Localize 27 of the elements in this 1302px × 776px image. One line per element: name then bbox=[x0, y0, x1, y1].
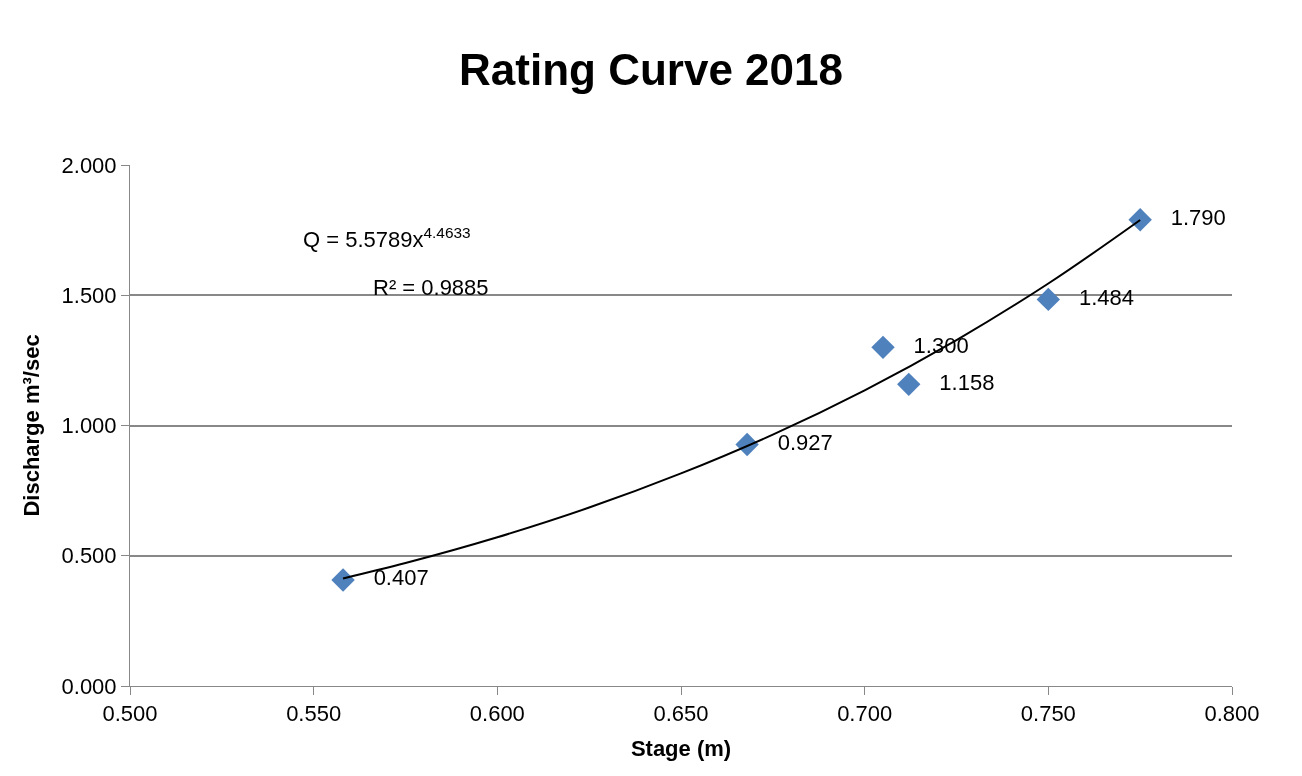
x-tick-label: 0.550 bbox=[286, 701, 342, 727]
annotation: R² = 0.9885 bbox=[373, 275, 489, 300]
data-label: 1.790 bbox=[1152, 205, 1226, 231]
x-tick-label: 0.600 bbox=[469, 701, 525, 727]
data-label: 1.158 bbox=[921, 369, 995, 395]
annotation: Q = 5.5789x$^{4.4633}$ bbox=[303, 224, 471, 253]
data-label: 0.407 bbox=[355, 565, 429, 591]
point bbox=[331, 568, 355, 592]
data-label: 0.927 bbox=[759, 430, 833, 456]
x-axis-title: Stage (m) bbox=[630, 736, 732, 762]
y-tick-label: 0.000 bbox=[61, 673, 117, 699]
y-tick-label: 1.500 bbox=[61, 282, 117, 308]
x-tick-label: 0.700 bbox=[837, 701, 893, 727]
point bbox=[1036, 287, 1061, 312]
x-tick-label: 0.750 bbox=[1020, 701, 1076, 727]
y-tick-label: 2.000 bbox=[61, 152, 117, 178]
y-axis-title: Discharge m³/sec bbox=[19, 334, 45, 517]
point bbox=[1128, 208, 1152, 232]
x-tick-label: 0.650 bbox=[653, 701, 709, 727]
x-tick-label: 0.800 bbox=[1204, 701, 1260, 727]
y-tick-label: 1.000 bbox=[61, 413, 117, 439]
point bbox=[871, 335, 895, 360]
y-tick-label: 0.500 bbox=[61, 543, 117, 569]
data-label: 1.484 bbox=[1060, 284, 1134, 310]
x-tick-label: 0.500 bbox=[102, 701, 158, 727]
point bbox=[897, 372, 921, 397]
chart-title: Rating Curve 2018 bbox=[459, 45, 843, 95]
